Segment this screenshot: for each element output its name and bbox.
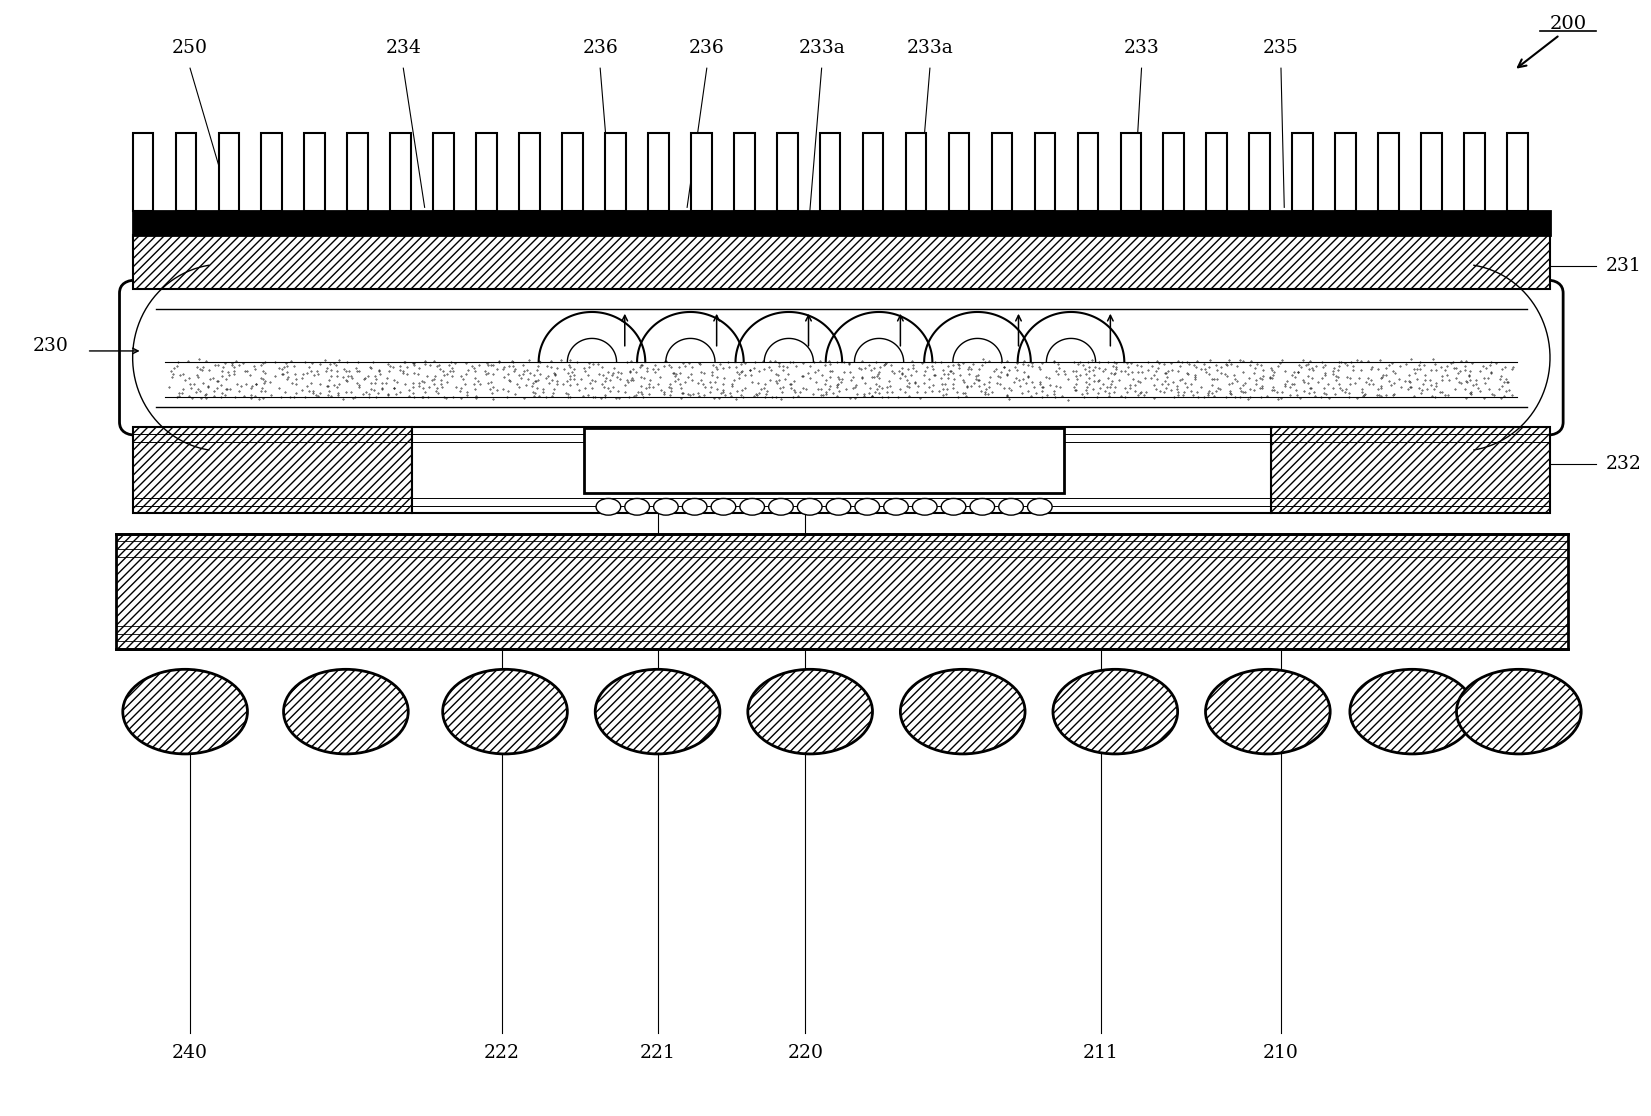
Text: 210: 210	[1263, 1045, 1299, 1062]
Bar	[1271, 426, 1550, 513]
Bar	[218, 133, 239, 211]
Text: 233a: 233a	[906, 39, 953, 57]
Circle shape	[999, 499, 1024, 516]
Text: 211: 211	[1083, 1045, 1118, 1062]
Bar	[949, 133, 969, 211]
Text: 236: 236	[688, 39, 725, 57]
Circle shape	[682, 499, 707, 516]
Bar	[411, 426, 1271, 513]
Bar	[1035, 133, 1055, 211]
Bar	[992, 133, 1012, 211]
Text: 236: 236	[583, 39, 617, 57]
Text: 235: 235	[1263, 39, 1299, 57]
Bar	[1507, 133, 1527, 211]
Bar	[132, 211, 1550, 235]
Bar	[1293, 133, 1313, 211]
Circle shape	[596, 499, 621, 516]
Bar	[692, 133, 712, 211]
Bar	[347, 133, 368, 211]
Bar	[132, 235, 1550, 289]
Text: 200: 200	[1550, 15, 1587, 32]
Circle shape	[900, 670, 1025, 754]
Bar	[132, 133, 154, 211]
Bar	[1336, 133, 1355, 211]
Circle shape	[748, 670, 872, 754]
Bar	[116, 533, 1568, 650]
Circle shape	[740, 499, 764, 516]
Text: 240: 240	[172, 1045, 208, 1062]
Text: 221: 221	[639, 1045, 675, 1062]
Bar	[261, 133, 282, 211]
Text: 234: 234	[385, 39, 421, 57]
Bar	[1207, 133, 1227, 211]
Bar	[863, 133, 883, 211]
Bar	[175, 133, 196, 211]
Circle shape	[624, 499, 649, 516]
Circle shape	[442, 670, 568, 754]
Bar	[735, 133, 755, 211]
Bar	[1164, 133, 1184, 211]
Circle shape	[769, 499, 792, 516]
Bar	[561, 133, 583, 211]
Bar	[1464, 133, 1484, 211]
Bar	[1250, 133, 1270, 211]
Bar	[518, 133, 540, 211]
Circle shape	[1053, 670, 1177, 754]
Bar	[906, 133, 926, 211]
Text: 233a: 233a	[799, 39, 845, 57]
Circle shape	[883, 499, 908, 516]
Bar	[304, 133, 325, 211]
FancyBboxPatch shape	[119, 280, 1563, 435]
Circle shape	[284, 670, 408, 754]
Bar	[778, 133, 797, 211]
Circle shape	[654, 499, 679, 516]
Circle shape	[941, 499, 966, 516]
Text: 232: 232	[1606, 455, 1641, 473]
Circle shape	[1205, 670, 1331, 754]
Circle shape	[1027, 499, 1052, 516]
Bar	[390, 133, 411, 211]
Text: 230: 230	[33, 337, 69, 356]
Text: 250: 250	[172, 39, 208, 57]
Circle shape	[855, 499, 880, 516]
Bar	[433, 133, 454, 211]
Circle shape	[1351, 670, 1474, 754]
Bar	[1121, 133, 1141, 211]
Bar	[1422, 133, 1441, 211]
Circle shape	[971, 499, 994, 516]
Circle shape	[797, 499, 822, 516]
Bar	[1078, 133, 1098, 211]
Bar	[475, 133, 497, 211]
Text: 231: 231	[1606, 258, 1641, 276]
Bar	[584, 427, 1065, 493]
Text: 233: 233	[1124, 39, 1159, 57]
Bar	[1379, 133, 1398, 211]
Bar	[132, 426, 411, 513]
Text: 220: 220	[788, 1045, 824, 1062]
Circle shape	[122, 670, 248, 754]
Circle shape	[826, 499, 850, 516]
Circle shape	[596, 670, 720, 754]
Circle shape	[712, 499, 736, 516]
Circle shape	[1456, 670, 1582, 754]
Bar	[649, 133, 669, 211]
Text: 222: 222	[484, 1045, 520, 1062]
Circle shape	[913, 499, 938, 516]
Bar	[821, 133, 840, 211]
Bar	[606, 133, 626, 211]
